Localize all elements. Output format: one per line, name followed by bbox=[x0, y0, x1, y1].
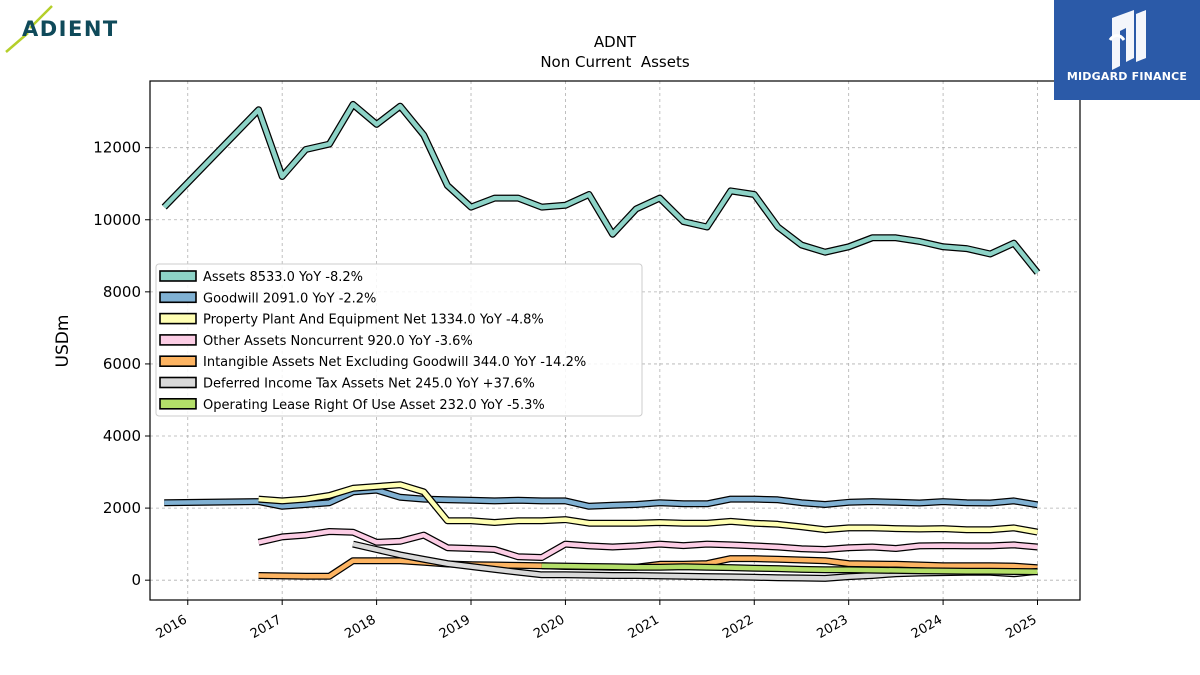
series-stroke bbox=[162, 102, 1040, 275]
y-axis-label: USDm bbox=[53, 315, 73, 368]
legend-item: Deferred Income Tax Assets Net 245.0 YoY… bbox=[159, 376, 535, 392]
series-stroke bbox=[164, 487, 1038, 509]
x-tick-label: 2022 bbox=[720, 612, 756, 642]
legend-swatch bbox=[159, 291, 197, 304]
series-stroke bbox=[258, 529, 1038, 560]
adient-logo-mark bbox=[5, 5, 53, 53]
midgard-logo-text: MIDGARD FINANCE bbox=[1066, 70, 1188, 83]
series-stroke bbox=[541, 563, 1038, 575]
x-tick-label: 2018 bbox=[342, 612, 378, 642]
legend-swatch bbox=[159, 312, 197, 325]
y-tick-label: 12000 bbox=[93, 139, 141, 157]
legend-label: Intangible Assets Net Excluding Goodwill… bbox=[203, 355, 586, 370]
x-tick-label: 2019 bbox=[437, 612, 473, 642]
legend-item: Other Assets Noncurrent 920.0 YoY -3.6% bbox=[159, 334, 473, 349]
legend-label: Other Assets Noncurrent 920.0 YoY -3.6% bbox=[203, 334, 473, 349]
x-axis: 2016 2017 2018 2019 2020 2021 2022 2023 2024 2025 bbox=[154, 600, 1040, 642]
x-tick-label: 2016 bbox=[154, 612, 190, 642]
legend-item: Intangible Assets Net Excluding Goodwill… bbox=[159, 355, 586, 370]
midgard-finance-logo: MIDGARD FINANCE bbox=[1054, 0, 1200, 100]
legend-label: Operating Lease Right Of Use Asset 232.0… bbox=[203, 398, 545, 413]
legend-label: Deferred Income Tax Assets Net 245.0 YoY… bbox=[203, 377, 535, 392]
chart-subtitle: Non Current Assets bbox=[540, 53, 690, 71]
x-tick-label: 2025 bbox=[1003, 612, 1039, 642]
legend-item: Assets 8533.0 YoY -8.2% bbox=[159, 270, 363, 285]
y-tick-label: 2000 bbox=[103, 499, 141, 517]
series-line bbox=[258, 481, 1039, 536]
series-layer bbox=[161, 100, 1041, 582]
legend-item: Operating Lease Right Of Use Asset 232.0… bbox=[159, 397, 545, 413]
legend-label: Property Plant And Equipment Net 1334.0 … bbox=[203, 313, 544, 328]
x-tick-label: 2017 bbox=[248, 612, 284, 642]
y-tick-label: 6000 bbox=[103, 355, 141, 373]
legend-item: Property Plant And Equipment Net 1334.0 … bbox=[159, 312, 544, 328]
series-line bbox=[541, 562, 1038, 576]
series-stroke bbox=[258, 482, 1038, 535]
legend-box bbox=[155, 263, 643, 417]
x-tick-label: 2021 bbox=[626, 612, 662, 642]
x-tick-label: 2023 bbox=[815, 612, 851, 642]
legend-swatch bbox=[159, 376, 197, 389]
series-outline bbox=[161, 100, 1041, 275]
x-tick-label: 2024 bbox=[909, 612, 945, 642]
series-line bbox=[257, 528, 1038, 561]
legend: Assets 8533.0 YoY -8.2% Goodwill 2091.0 Y… bbox=[155, 263, 643, 417]
series-line bbox=[161, 100, 1041, 275]
y-tick-label: 10000 bbox=[93, 211, 141, 229]
chart-title: ADNT bbox=[594, 33, 637, 51]
y-tick-label: 0 bbox=[131, 571, 141, 589]
y-tick-label: 8000 bbox=[103, 283, 141, 301]
legend-label: Goodwill 2091.0 YoY -2.2% bbox=[203, 291, 376, 306]
legend-swatch bbox=[159, 270, 197, 282]
y-axis: 0 2000 4000 6000 8000 10000 12000 bbox=[93, 139, 150, 589]
legend-swatch bbox=[159, 355, 197, 368]
y-tick-label: 4000 bbox=[103, 427, 141, 445]
midgard-logo-mark bbox=[1108, 10, 1146, 70]
series-line bbox=[164, 486, 1039, 510]
legend-swatch bbox=[159, 334, 197, 346]
adient-logo-text: ADIENT bbox=[22, 17, 119, 41]
legend-item: Goodwill 2091.0 YoY -2.2% bbox=[159, 291, 376, 306]
legend-swatch bbox=[159, 397, 197, 410]
plot-frame bbox=[149, 80, 1081, 601]
x-tick-label: 2020 bbox=[531, 612, 567, 642]
adient-logo: ADIENT bbox=[0, 0, 140, 60]
legend-label: Assets 8533.0 YoY -8.2% bbox=[203, 270, 363, 285]
